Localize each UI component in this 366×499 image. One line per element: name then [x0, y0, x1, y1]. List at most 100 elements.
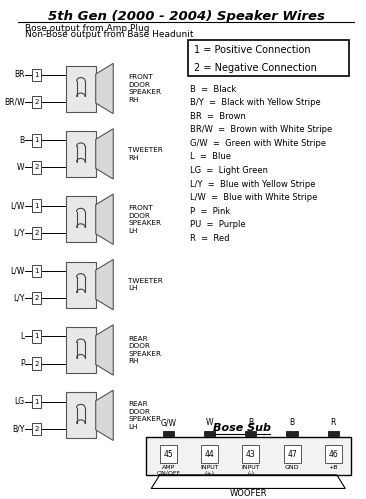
Text: FRONT
DOOR
SPEAKER
LH: FRONT DOOR SPEAKER LH — [128, 205, 161, 234]
Text: 2: 2 — [34, 295, 38, 301]
Bar — [32, 423, 41, 435]
Bar — [32, 200, 41, 212]
Text: 1: 1 — [34, 399, 38, 405]
Text: L/Y  =  Blue with Yellow Stripe: L/Y = Blue with Yellow Stripe — [190, 180, 315, 189]
Polygon shape — [96, 129, 113, 179]
Bar — [284, 445, 300, 463]
Bar — [204, 431, 215, 436]
Text: 2: 2 — [34, 165, 38, 171]
Bar — [242, 445, 259, 463]
Polygon shape — [96, 325, 113, 375]
Bar — [188, 40, 349, 76]
Text: 1 = Positive Connection: 1 = Positive Connection — [194, 45, 311, 55]
Text: 1: 1 — [34, 268, 38, 274]
Text: 1: 1 — [34, 72, 38, 78]
Text: TWEETER
RH: TWEETER RH — [128, 147, 163, 161]
Text: 45: 45 — [164, 450, 173, 459]
Text: FRONT
DOOR
SPEAKER
RH: FRONT DOOR SPEAKER RH — [128, 74, 161, 103]
Text: P  =  Pink: P = Pink — [190, 207, 230, 216]
Text: 47: 47 — [287, 450, 297, 459]
Text: BR/W: BR/W — [4, 98, 25, 107]
Text: AMP
ON/OFF: AMP ON/OFF — [156, 465, 180, 476]
Text: PU  =  Purple: PU = Purple — [190, 220, 245, 229]
Text: L/Y: L/Y — [13, 229, 25, 238]
Text: L  =  Blue: L = Blue — [190, 152, 231, 162]
Text: TWEETER
LH: TWEETER LH — [128, 278, 163, 291]
Bar — [66, 196, 96, 242]
Text: 46: 46 — [328, 450, 338, 459]
Bar — [163, 431, 174, 436]
Bar — [32, 69, 41, 81]
Text: REAR
DOOR
SPEAKER
LH: REAR DOOR SPEAKER LH — [128, 401, 161, 430]
Text: 1: 1 — [34, 137, 38, 143]
Text: LG: LG — [15, 397, 25, 406]
Bar — [32, 161, 41, 174]
Text: 5th Gen (2000 - 2004) Speaker Wires: 5th Gen (2000 - 2004) Speaker Wires — [48, 10, 324, 23]
Text: L/W: L/W — [10, 201, 25, 210]
Text: Bose output from Amp Plug: Bose output from Amp Plug — [25, 24, 149, 33]
Text: L/Y: L/Y — [13, 294, 25, 303]
Text: GND: GND — [285, 465, 299, 470]
Bar — [32, 396, 41, 408]
Bar — [32, 357, 41, 370]
Text: INPUT
(+): INPUT (+) — [200, 465, 219, 476]
Text: 2 = Negative Connection: 2 = Negative Connection — [194, 63, 317, 73]
Text: 2: 2 — [34, 361, 38, 367]
Text: P: P — [20, 359, 25, 368]
Polygon shape — [96, 259, 113, 310]
Text: L/W  =  Blue with White Stripe: L/W = Blue with White Stripe — [190, 193, 317, 202]
Text: L: L — [20, 332, 25, 341]
Text: Bose Sub: Bose Sub — [213, 423, 271, 433]
Bar — [160, 445, 177, 463]
Text: LG  =  Light Green: LG = Light Green — [190, 166, 268, 175]
Text: 1: 1 — [34, 333, 38, 339]
Text: INPUT
(-): INPUT (-) — [242, 465, 260, 476]
Text: BR: BR — [14, 70, 25, 79]
Text: R  =  Red: R = Red — [190, 234, 229, 243]
Bar — [32, 292, 41, 304]
Text: B: B — [290, 419, 295, 428]
Text: B: B — [248, 419, 253, 428]
Text: 2: 2 — [34, 426, 38, 432]
Polygon shape — [96, 194, 113, 245]
Bar — [32, 134, 41, 147]
Bar — [325, 445, 342, 463]
Text: G/W  =  Green with White Stripe: G/W = Green with White Stripe — [190, 139, 326, 148]
Bar — [66, 261, 96, 307]
Bar — [32, 330, 41, 343]
Bar — [32, 96, 41, 108]
Bar — [32, 227, 41, 239]
Text: 1: 1 — [34, 203, 38, 209]
Polygon shape — [96, 63, 113, 114]
Polygon shape — [96, 390, 113, 441]
Text: B  =  Black: B = Black — [190, 85, 236, 94]
Bar — [66, 131, 96, 177]
Bar — [66, 392, 96, 438]
Text: BR  =  Brown: BR = Brown — [190, 112, 245, 121]
Bar — [146, 437, 351, 475]
Text: 2: 2 — [34, 230, 38, 236]
Bar — [32, 265, 41, 277]
Text: W: W — [206, 419, 213, 428]
Text: WOOFER: WOOFER — [229, 490, 267, 499]
Text: +B: +B — [329, 465, 338, 470]
Text: B/Y  =  Black with Yellow Stripe: B/Y = Black with Yellow Stripe — [190, 98, 320, 107]
Bar — [328, 431, 339, 436]
Bar — [201, 445, 218, 463]
Text: BR/W  =  Brown with White Stripe: BR/W = Brown with White Stripe — [190, 125, 332, 134]
Text: 44: 44 — [205, 450, 214, 459]
Text: L/W: L/W — [10, 266, 25, 275]
Text: B: B — [19, 136, 25, 145]
Text: 2: 2 — [34, 99, 38, 105]
Bar — [66, 65, 96, 112]
Text: G/W: G/W — [160, 419, 176, 428]
Text: Non-Bose output from Base Headunit: Non-Bose output from Base Headunit — [25, 30, 193, 39]
Text: B/Y: B/Y — [12, 424, 25, 434]
Text: R: R — [330, 419, 336, 428]
Text: 43: 43 — [246, 450, 256, 459]
Bar — [287, 431, 298, 436]
Text: REAR
DOOR
SPEAKER
RH: REAR DOOR SPEAKER RH — [128, 336, 161, 364]
Bar — [245, 431, 257, 436]
Text: W: W — [17, 163, 25, 172]
Bar — [66, 327, 96, 373]
